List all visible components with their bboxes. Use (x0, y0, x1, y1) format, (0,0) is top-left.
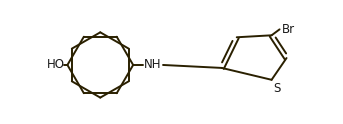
Text: Br: Br (282, 23, 295, 36)
Text: HO: HO (46, 59, 64, 71)
Text: S: S (274, 82, 281, 95)
Text: NH: NH (144, 59, 162, 71)
